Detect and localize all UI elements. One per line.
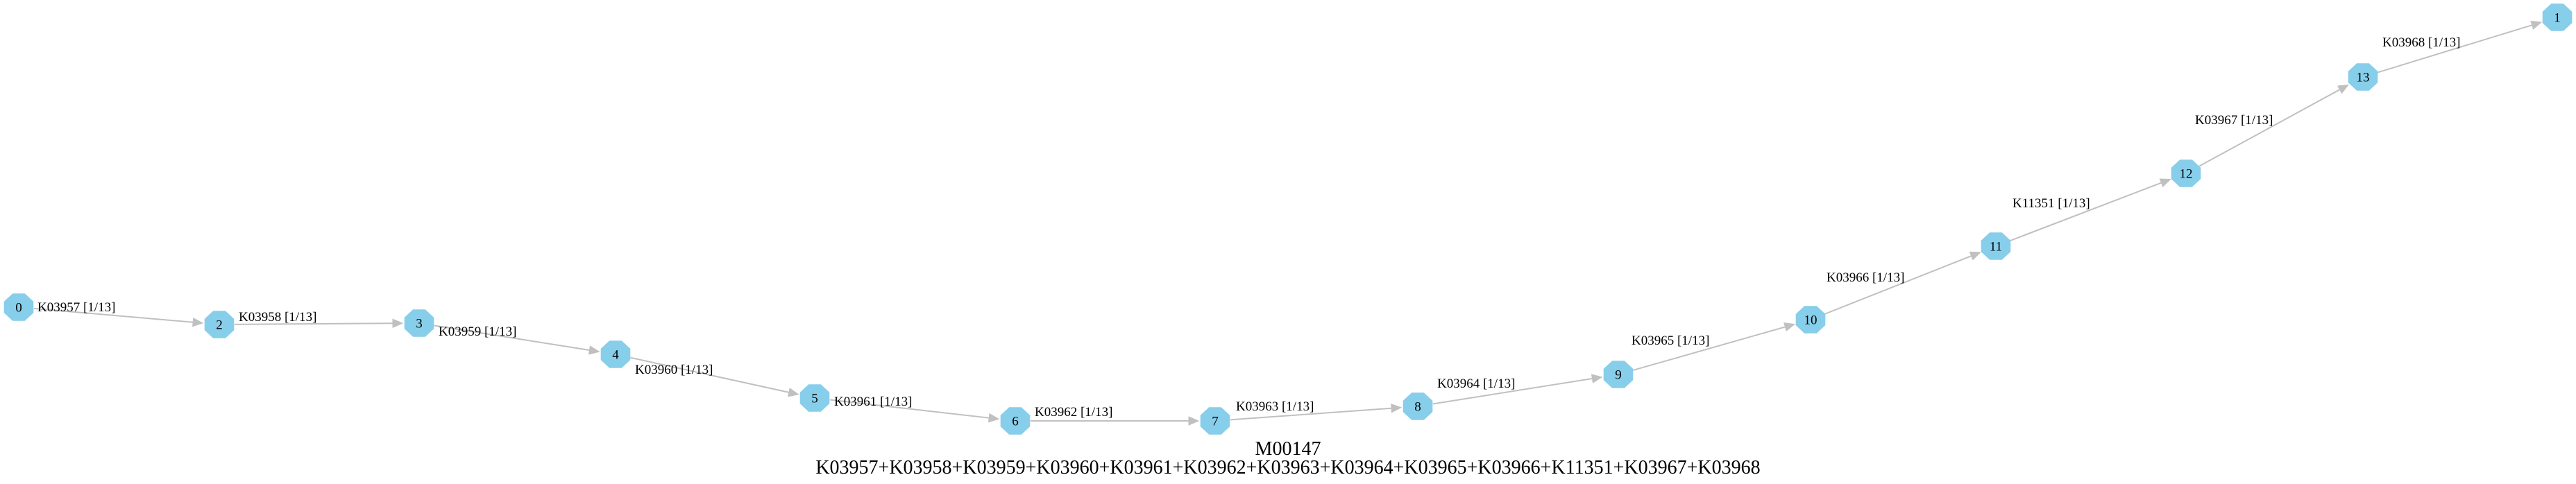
module-definition-caption: K03957+K03958+K03959+K03960+K03961+K0396… [815,457,1761,478]
node-label-0: 0 [15,301,22,316]
edge-label-4-5: K03960 [1/13] [635,363,713,377]
node-label-2: 2 [216,318,223,333]
edge-11-12 [2010,182,2162,242]
edge-arrowhead-12-13 [2337,84,2350,94]
node-8: 8 [1403,392,1433,420]
node-shape-5 [799,384,830,412]
node-6: 6 [1000,407,1031,435]
node-3: 3 [404,309,434,337]
node-12: 12 [2171,159,2201,187]
edge-arrowhead-4-5 [787,388,799,397]
node-label-5: 5 [811,392,818,406]
edge-label-0-2: K03957 [1/13] [37,300,115,315]
node-0: 0 [3,293,34,321]
edge-2-3 [234,322,393,325]
node-13: 13 [2348,63,2378,91]
node-label-10: 10 [1804,313,1817,328]
edge-arrowhead-3-4 [588,345,600,355]
node-shape-8 [1403,392,1433,420]
edge-label-8-9: K03964 [1/13] [1437,377,1515,391]
edge-9-10 [1632,326,1786,371]
edge-arrowhead-7-8 [1391,404,1403,413]
edge-label-10-11: K03966 [1/13] [1827,270,1904,285]
edge-arrowhead-11-12 [2159,178,2171,188]
node-label-9: 9 [1615,368,1622,383]
node-label-13: 13 [2357,71,2370,85]
node-label-4: 4 [612,348,619,363]
node-shape-0 [3,293,34,321]
module-id-caption: M00147 [1255,438,1321,460]
edge-3-4 [434,325,590,352]
node-shape-11 [1981,232,2011,260]
edge-arrowhead-8-9 [1591,374,1603,383]
edge-label-6-7: K03962 [1/13] [1035,405,1112,420]
edge-arrowhead-2-3 [392,318,404,329]
node-shape-7 [1200,407,1230,435]
node-5: 5 [799,384,830,412]
node-2: 2 [204,311,235,338]
node-7: 7 [1200,407,1230,435]
node-shape-3 [404,309,434,337]
edge-8-9 [1432,377,1593,405]
node-11: 11 [1981,232,2011,260]
edge-label-11-12: K11351 [1/13] [2012,196,2090,211]
node-label-6: 6 [1012,415,1019,429]
edge-label-9-10: K03965 [1/13] [1632,334,1709,348]
node-shape-4 [600,340,631,368]
edge-arrowhead-10-11 [1969,251,1981,261]
node-label-12: 12 [2180,167,2193,182]
edge-arrowhead-6-7 [1188,416,1200,426]
edge-label-13-1: K03968 [1/13] [2382,35,2460,50]
edge-0-2 [33,307,194,323]
node-label-11: 11 [1990,240,2002,254]
edge-4-5 [630,356,790,393]
edge-label-7-8: K03963 [1/13] [1236,399,1314,414]
edge-arrowhead-5-6 [988,413,1000,423]
node-4: 4 [600,340,631,368]
node-9: 9 [1603,361,1634,388]
edge-arrowhead-0-2 [192,317,204,327]
edge-label-5-6: K03961 [1/13] [834,395,912,409]
edge-arrowhead-13-1 [2530,20,2543,30]
edge-13-1 [2377,24,2532,74]
node-label-1: 1 [2554,11,2561,26]
node-10: 10 [1795,306,1826,334]
edge-label-12-13: K03967 [1/13] [2195,113,2273,128]
edge-12-13 [2198,89,2341,167]
node-label-3: 3 [416,317,423,331]
edge-7-8 [1230,407,1392,421]
node-label-7: 7 [1212,415,1219,429]
edge-5-6 [829,399,990,419]
node-shape-1 [2542,3,2573,31]
node-shape-9 [1603,361,1634,388]
edge-arrowhead-9-10 [1783,322,1796,332]
edges-layer: K03957 [1/13] K03958 [1/13] K03959 [1/13] K… [33,20,2543,426]
node-label-8: 8 [1414,400,1421,415]
node-shape-10 [1795,306,1826,334]
node-shape-6 [1000,407,1031,435]
node-shape-12 [2171,159,2201,187]
node-1: 1 [2542,3,2573,31]
node-shape-13 [2348,63,2378,91]
edge-label-2-3: K03958 [1/13] [239,310,316,325]
edge-label-3-4: K03959 [1/13] [439,325,516,339]
edge-10-11 [1824,255,1972,315]
node-shape-2 [204,311,235,338]
